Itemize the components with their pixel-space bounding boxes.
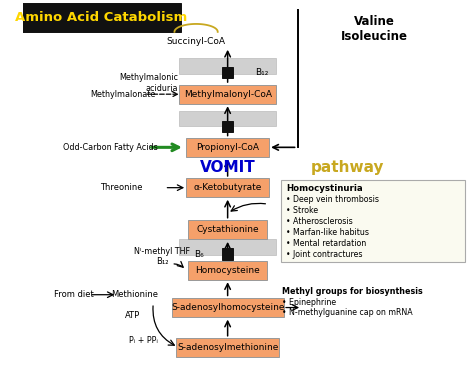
Text: Methylmalonic
aciduria: Methylmalonic aciduria xyxy=(119,73,178,92)
Text: S-adenosylmethionine: S-adenosylmethionine xyxy=(177,343,278,352)
FancyBboxPatch shape xyxy=(222,248,234,259)
Text: S-adenosylhomocysteine: S-adenosylhomocysteine xyxy=(171,303,284,312)
Text: Cysteine: Cysteine xyxy=(284,199,321,208)
Text: Homocystinuria: Homocystinuria xyxy=(286,184,363,193)
Text: From diet: From diet xyxy=(54,290,94,299)
FancyBboxPatch shape xyxy=(186,138,269,157)
Text: ATP: ATP xyxy=(125,311,141,320)
Text: Methylmalonyl-CoA: Methylmalonyl-CoA xyxy=(183,90,272,99)
FancyBboxPatch shape xyxy=(186,178,269,197)
FancyBboxPatch shape xyxy=(176,337,279,357)
Text: B₁₂: B₁₂ xyxy=(156,257,169,266)
Text: Nᴵ-methyl THF: Nᴵ-methyl THF xyxy=(134,247,190,256)
Text: α-Ketobutyrate: α-Ketobutyrate xyxy=(193,183,262,192)
Text: • Stroke: • Stroke xyxy=(286,206,319,215)
FancyBboxPatch shape xyxy=(179,239,276,255)
Text: • N-methylguanine cap on mRNA: • N-methylguanine cap on mRNA xyxy=(282,308,412,317)
Text: Cystathionine: Cystathionine xyxy=(196,225,259,234)
Text: pathway: pathway xyxy=(311,160,384,175)
Text: Threonine: Threonine xyxy=(100,183,143,192)
Text: Methylmalonate: Methylmalonate xyxy=(90,90,155,99)
FancyBboxPatch shape xyxy=(222,120,234,132)
Text: • Mental retardation: • Mental retardation xyxy=(286,239,366,248)
Text: B₁₂: B₁₂ xyxy=(255,68,268,77)
FancyBboxPatch shape xyxy=(189,220,267,239)
Text: Propionyl-CoA: Propionyl-CoA xyxy=(196,143,259,152)
Text: Pᵢ + PPᵢ: Pᵢ + PPᵢ xyxy=(129,336,158,346)
Text: • Deep vein thrombosis: • Deep vein thrombosis xyxy=(286,195,379,204)
Text: Odd-Carbon Fatty Acids: Odd-Carbon Fatty Acids xyxy=(63,143,158,152)
Text: • Marfan-like habitus: • Marfan-like habitus xyxy=(286,228,369,237)
Text: • Atherosclerosis: • Atherosclerosis xyxy=(286,217,353,226)
Text: • Joint contractures: • Joint contractures xyxy=(286,250,363,259)
Text: VOMIT: VOMIT xyxy=(200,160,255,175)
Text: • Epinephrine: • Epinephrine xyxy=(282,298,336,307)
FancyBboxPatch shape xyxy=(189,261,267,280)
FancyBboxPatch shape xyxy=(22,3,181,32)
FancyBboxPatch shape xyxy=(222,67,234,78)
FancyBboxPatch shape xyxy=(179,58,276,74)
Text: Homocysteine: Homocysteine xyxy=(195,266,260,275)
Text: Valine
Isoleucine: Valine Isoleucine xyxy=(341,15,408,43)
FancyBboxPatch shape xyxy=(179,111,276,127)
Text: Amino Acid Catabolism: Amino Acid Catabolism xyxy=(15,11,188,24)
FancyBboxPatch shape xyxy=(172,298,284,317)
Text: B₆: B₆ xyxy=(194,250,203,259)
Text: Methionine: Methionine xyxy=(111,290,158,299)
FancyBboxPatch shape xyxy=(179,85,276,104)
Text: Succinyl-CoA: Succinyl-CoA xyxy=(166,36,226,46)
FancyBboxPatch shape xyxy=(281,180,465,262)
Text: Methyl groups for biosynthesis: Methyl groups for biosynthesis xyxy=(282,287,422,296)
